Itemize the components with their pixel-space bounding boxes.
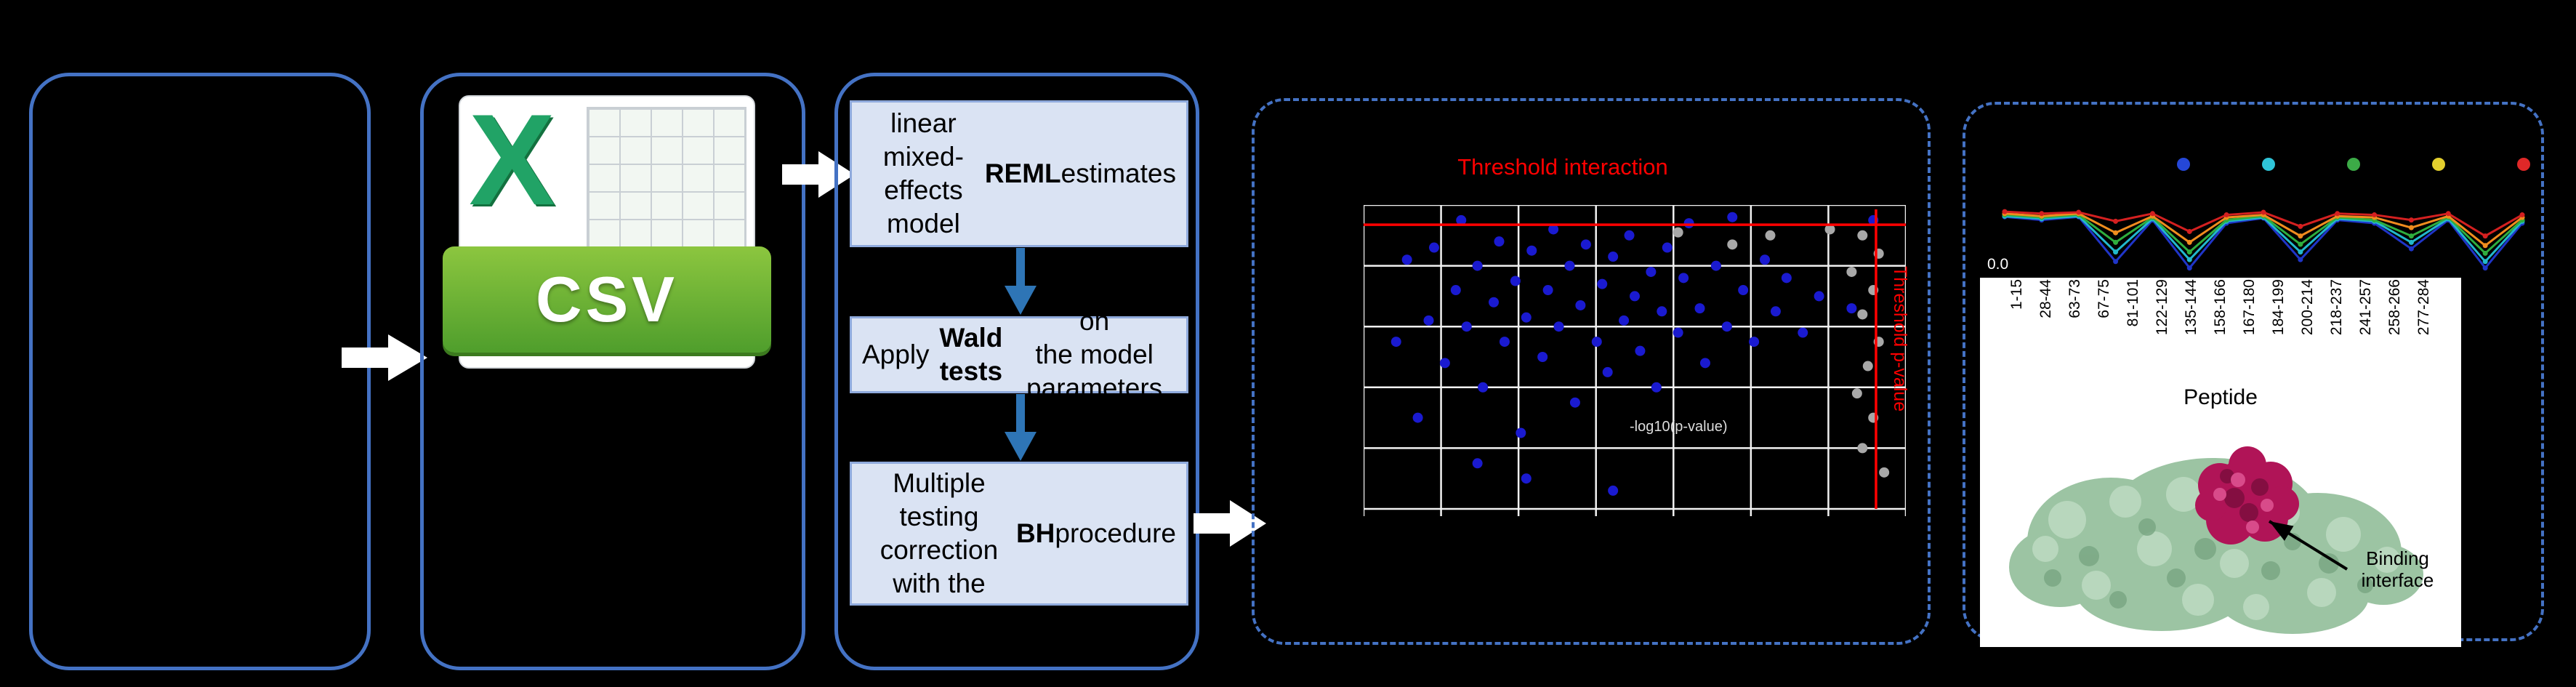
peptide-profile-line-chart xyxy=(2002,158,2530,271)
threshold-pvalue-label: Threshold p-value xyxy=(1890,266,1910,412)
y-tick-label: 0.0 xyxy=(1987,256,2009,273)
binding-interface-label: Binding interface xyxy=(2361,547,2434,591)
spreadsheet-grid xyxy=(587,107,746,248)
x-tick-label: 218-237 xyxy=(2328,279,2345,336)
model-steps-panel: Fit a linear mixed- effects model with R… xyxy=(834,73,1199,670)
arrow-down-icon xyxy=(1005,248,1037,315)
x-tick-label: 277-284 xyxy=(2415,279,2432,336)
step-bh-box: Multiple testing correction with the BH … xyxy=(850,462,1188,606)
csv-panel: X CSV xyxy=(420,73,805,670)
x-tick-label: 200-214 xyxy=(2299,279,2316,336)
csv-label: CSV xyxy=(536,263,678,335)
input-panel xyxy=(29,73,371,670)
profile-axis-card: Peptide xyxy=(1980,278,2461,647)
x-tick-label: 28-44 xyxy=(2037,279,2054,318)
x-tick-label: 184-199 xyxy=(2270,279,2287,336)
x-tick-label: 67-75 xyxy=(2096,279,2112,318)
x-tick-label: 122-129 xyxy=(2154,279,2170,336)
peptide-axis-label: Peptide xyxy=(2183,385,2258,409)
step-reml-box: Fit a linear mixed- effects model with R… xyxy=(850,74,1188,273)
threshold-interaction-label: Threshold interaction xyxy=(1457,154,1668,180)
axis-annotation: -log10(p-value) xyxy=(1630,419,1728,435)
x-tick-label: 63-73 xyxy=(2066,279,2083,318)
step-wald-box: Apply Wald tests on the model parameters xyxy=(850,306,1188,403)
binding-arrow xyxy=(2268,520,2348,571)
x-tick-label: 258-266 xyxy=(2386,279,2403,336)
arrow-down-icon xyxy=(1005,394,1037,461)
excel-x-letter: X xyxy=(469,87,555,232)
x-tick-label: 81-101 xyxy=(2125,279,2141,327)
volcano-plot-panel xyxy=(1252,98,1931,645)
csv-file-icon: X CSV xyxy=(443,87,771,369)
protein-structure xyxy=(2009,446,2423,634)
arrow-right-icon xyxy=(1194,500,1266,547)
x-tick-label: 158-166 xyxy=(2212,279,2229,336)
x-tick-label: 1-15 xyxy=(2008,279,2025,310)
arrow-right-icon xyxy=(342,334,427,381)
csv-label-banner: CSV xyxy=(443,246,771,353)
x-tick-label: 241-257 xyxy=(2357,279,2374,336)
x-tick-label: 167-180 xyxy=(2241,279,2258,336)
scatter-plot xyxy=(1364,205,1906,516)
x-tick-label: 135-144 xyxy=(2183,279,2199,336)
